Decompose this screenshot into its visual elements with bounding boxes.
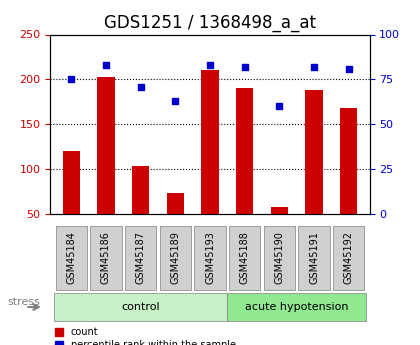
FancyBboxPatch shape [90, 226, 121, 290]
FancyBboxPatch shape [264, 226, 295, 290]
Text: GSM45189: GSM45189 [170, 231, 180, 284]
Bar [132, 166, 149, 214]
Point [68, 77, 75, 82]
Bar [97, 77, 115, 214]
FancyBboxPatch shape [227, 293, 366, 321]
FancyBboxPatch shape [55, 226, 87, 290]
Text: GSM45192: GSM45192 [344, 231, 354, 284]
Legend: count, percentile rank within the sample: count, percentile rank within the sample [55, 327, 236, 345]
Bar [201, 70, 219, 214]
Bar [167, 193, 184, 214]
FancyBboxPatch shape [160, 226, 191, 290]
Text: GSM45184: GSM45184 [66, 231, 76, 284]
Text: GSM45188: GSM45188 [240, 231, 250, 284]
Point [345, 66, 352, 71]
Text: GSM45187: GSM45187 [136, 231, 146, 284]
Point [276, 104, 283, 109]
FancyBboxPatch shape [125, 226, 156, 290]
Text: acute hypotension: acute hypotension [245, 302, 349, 312]
Point [102, 62, 109, 68]
FancyBboxPatch shape [194, 226, 226, 290]
Point [207, 62, 213, 68]
Text: GSM45193: GSM45193 [205, 231, 215, 284]
Bar [236, 88, 253, 214]
Text: stress: stress [7, 297, 40, 307]
Bar [63, 151, 80, 214]
Bar [271, 207, 288, 214]
Point [172, 98, 178, 104]
Text: GSM45190: GSM45190 [274, 231, 284, 284]
Bar [305, 90, 323, 214]
FancyBboxPatch shape [299, 226, 330, 290]
FancyBboxPatch shape [333, 226, 365, 290]
Point [137, 84, 144, 89]
Point [311, 64, 318, 70]
FancyBboxPatch shape [54, 293, 227, 321]
Text: GSM45186: GSM45186 [101, 231, 111, 284]
Bar [340, 108, 357, 214]
Text: GSM45191: GSM45191 [309, 231, 319, 284]
FancyBboxPatch shape [229, 226, 260, 290]
Title: GDS1251 / 1368498_a_at: GDS1251 / 1368498_a_at [104, 14, 316, 32]
Text: control: control [121, 302, 160, 312]
Point [241, 64, 248, 70]
